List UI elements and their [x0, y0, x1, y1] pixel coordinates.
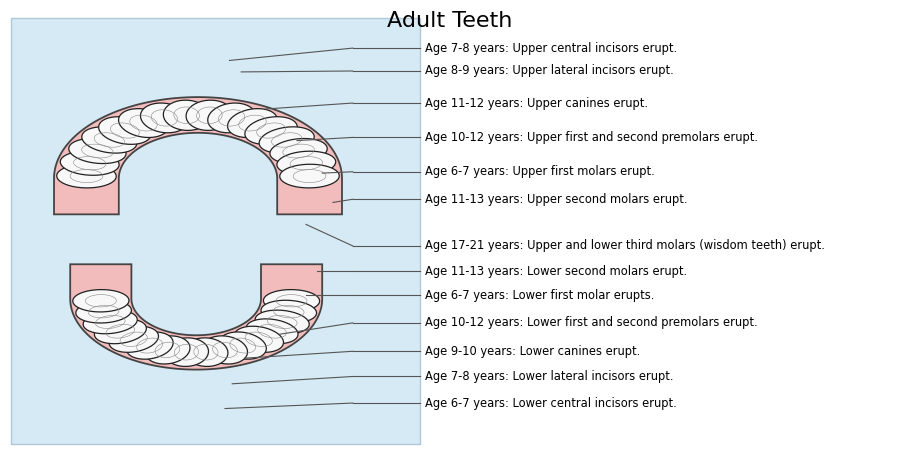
Polygon shape: [99, 117, 151, 144]
Polygon shape: [60, 151, 119, 175]
Text: Age 11-12 years: Upper canines erupt.: Age 11-12 years: Upper canines erupt.: [425, 97, 648, 109]
Polygon shape: [259, 127, 314, 153]
Polygon shape: [234, 326, 284, 352]
Text: Adult Teeth: Adult Teeth: [387, 11, 513, 32]
Polygon shape: [202, 336, 248, 364]
Polygon shape: [277, 151, 336, 175]
Polygon shape: [220, 332, 266, 359]
Polygon shape: [126, 332, 173, 359]
Text: Age 6-7 years: Upper first molars erupt.: Age 6-7 years: Upper first molars erupt.: [425, 165, 654, 178]
Text: Age 11-13 years: Lower second molars erupt.: Age 11-13 years: Lower second molars eru…: [425, 265, 687, 278]
Text: Age 8-9 years: Upper lateral incisors erupt.: Age 8-9 years: Upper lateral incisors er…: [425, 65, 673, 77]
Text: Age 11-13 years: Upper second molars erupt.: Age 11-13 years: Upper second molars eru…: [425, 193, 688, 206]
Polygon shape: [76, 300, 131, 323]
Polygon shape: [57, 164, 116, 188]
Polygon shape: [83, 310, 138, 334]
Polygon shape: [94, 319, 147, 344]
Polygon shape: [82, 127, 137, 153]
Polygon shape: [54, 97, 342, 214]
FancyBboxPatch shape: [11, 18, 420, 444]
Text: Age 17-21 years: Upper and lower third molars (wisdom teeth) erupt.: Age 17-21 years: Upper and lower third m…: [425, 240, 824, 252]
Polygon shape: [280, 164, 339, 188]
Polygon shape: [163, 100, 210, 131]
Polygon shape: [165, 338, 209, 366]
Polygon shape: [245, 117, 297, 144]
Polygon shape: [255, 310, 310, 334]
Polygon shape: [208, 103, 256, 133]
Polygon shape: [70, 264, 322, 370]
Polygon shape: [73, 289, 129, 312]
Polygon shape: [109, 326, 158, 352]
Polygon shape: [184, 338, 228, 366]
Polygon shape: [246, 319, 298, 344]
Text: Age 7-8 years: Upper central incisors erupt.: Age 7-8 years: Upper central incisors er…: [425, 42, 677, 55]
Text: Age 7-8 years: Lower lateral incisors erupt.: Age 7-8 years: Lower lateral incisors er…: [425, 370, 673, 383]
Text: Age 6-7 years: Lower first molar erupts.: Age 6-7 years: Lower first molar erupts.: [425, 289, 654, 302]
Polygon shape: [264, 289, 320, 312]
Polygon shape: [68, 138, 126, 164]
Text: Age 9-10 years: Lower canines erupt.: Age 9-10 years: Lower canines erupt.: [425, 345, 640, 358]
Text: Age 10-12 years: Upper first and second premolars erupt.: Age 10-12 years: Upper first and second …: [425, 131, 758, 144]
Polygon shape: [186, 100, 233, 131]
Polygon shape: [270, 138, 328, 164]
Polygon shape: [228, 109, 277, 137]
Polygon shape: [145, 336, 190, 364]
Polygon shape: [140, 103, 188, 133]
Text: Age 6-7 years: Lower central incisors erupt.: Age 6-7 years: Lower central incisors er…: [425, 397, 677, 409]
Text: Age 10-12 years: Lower first and second premolars erupt.: Age 10-12 years: Lower first and second …: [425, 316, 758, 329]
Polygon shape: [119, 109, 168, 137]
Polygon shape: [261, 300, 317, 323]
